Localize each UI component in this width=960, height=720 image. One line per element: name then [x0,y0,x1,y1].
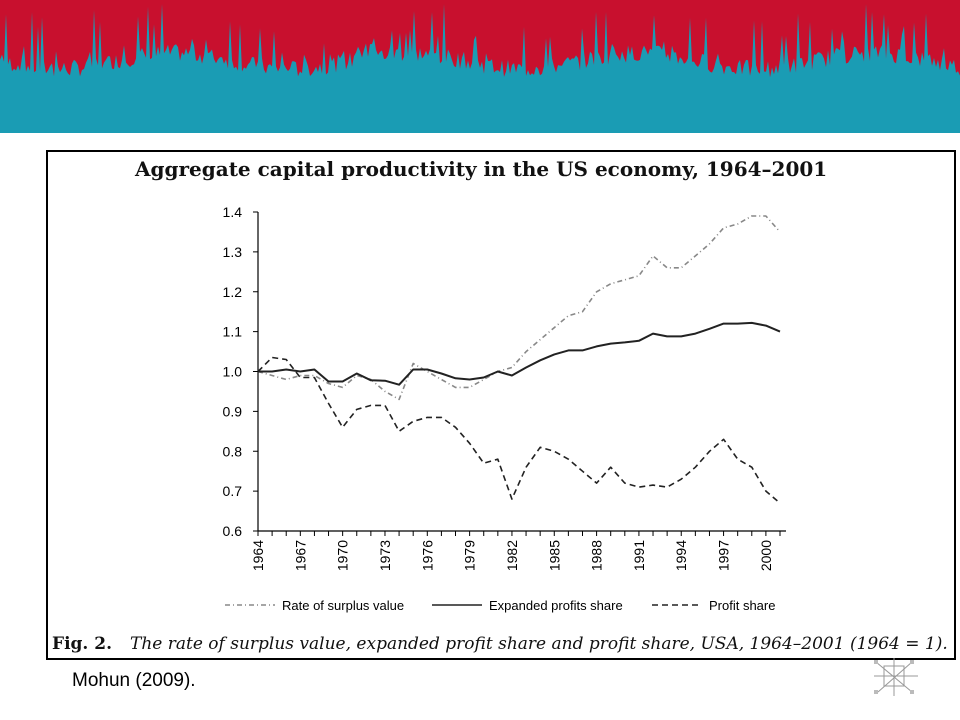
x-tick-label: 1979 [462,540,478,571]
x-tick-label: 1964 [250,540,266,571]
x-tick-label: 1967 [292,540,308,571]
x-tick-label: 1997 [716,540,732,571]
series-line-0 [257,215,781,401]
y-tick-label: 0.7 [223,483,243,499]
source-citation: Mohun (2009). [72,670,196,691]
x-tick-label: 1988 [589,540,605,571]
legend-label-0: Rate of surplus value [282,598,404,613]
chart-title: Aggregate capital productivity in the US… [135,157,828,181]
x-tick-label: 1991 [631,540,647,571]
y-tick-label: 0.6 [223,523,243,539]
series-line-2 [257,356,781,504]
x-tick-label: 1982 [504,540,520,571]
y-tick-label: 1.0 [223,364,243,380]
y-tick-label: 1.2 [223,284,243,300]
header-banner [0,0,960,133]
caption-text: The rate of surplus value, expanded prof… [130,634,948,654]
x-tick-label: 1976 [419,540,435,571]
y-tick-label: 1.3 [223,244,243,260]
x-tick-label: 1973 [377,540,393,571]
legend-label-1: Expanded profits share [489,598,623,613]
figure-caption: Fig. 2. The rate of surplus value, expand… [52,634,948,654]
legend-label-2: Profit share [709,598,775,613]
series-line-1 [258,321,781,386]
y-tick-label: 1.1 [223,324,243,340]
y-tick-label: 1.4 [223,204,243,220]
x-tick-label: 1994 [673,540,689,571]
x-tick-label: 2000 [758,540,774,571]
y-tick-label: 0.9 [223,403,243,419]
banner-waveform [0,4,960,133]
x-tick-label: 1985 [546,540,562,571]
x-tick-label: 1970 [335,540,351,571]
figure-label: Fig. 2. [52,634,112,654]
figure-frame [46,150,956,660]
y-tick-label: 0.8 [223,443,243,459]
network-node-icon [874,658,918,696]
